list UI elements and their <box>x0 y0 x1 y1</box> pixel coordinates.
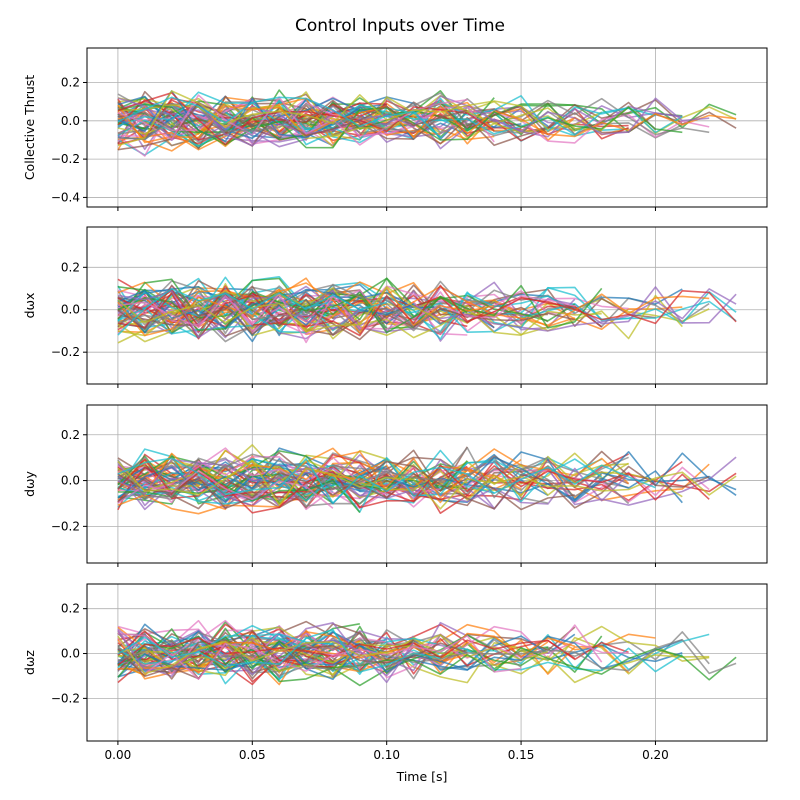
trajectory-line <box>117 92 495 146</box>
trajectory-line <box>117 456 549 509</box>
y-tick-label: −0.2 <box>51 691 80 705</box>
x-tick-label: 0.05 <box>239 748 266 762</box>
trajectory-line <box>117 290 468 334</box>
subplot-4: −0.2 0.0 0.2 0.00 0.05 0.10 0.15 0.20 dωz <box>22 583 768 762</box>
axes-frame <box>86 404 768 564</box>
trajectory-group <box>117 444 737 515</box>
trajectory-line <box>117 459 737 510</box>
trajectory-line <box>117 97 710 137</box>
trajectory-line <box>117 633 333 665</box>
trajectory-line <box>117 294 575 330</box>
y-axis-label: dωz <box>22 650 37 675</box>
trajectory-line <box>117 97 441 152</box>
y-axis-label: Collective Thrust <box>22 75 37 180</box>
axes-frame <box>86 583 768 742</box>
trajectory-line <box>117 90 549 147</box>
y-tick-label: 0.0 <box>61 647 80 661</box>
x-axis-label: Time [s] <box>396 769 448 784</box>
trajectory-line <box>117 457 656 504</box>
trajectory-line <box>117 633 710 685</box>
x-tick-label: 0.10 <box>373 748 400 762</box>
trajectory-line <box>117 635 737 683</box>
trajectory-line <box>117 619 603 675</box>
trajectory-line <box>117 283 415 328</box>
trajectory-line <box>117 460 710 510</box>
trajectory-line <box>117 102 388 143</box>
axes-frame <box>86 226 768 385</box>
subplot-2: −0.2 0.0 0.2 dωx <box>22 226 768 388</box>
y-tick-label: 0.0 <box>61 114 80 128</box>
trajectory-line <box>117 446 549 499</box>
y-tick-label: −0.2 <box>51 152 80 166</box>
trajectory-line <box>117 290 361 339</box>
y-tick-label: −0.2 <box>51 345 80 359</box>
trajectory-line <box>117 278 603 330</box>
x-tick-label: 0.20 <box>642 748 669 762</box>
y-tick-label: −0.2 <box>51 519 80 533</box>
trajectory-line <box>117 461 630 507</box>
trajectory-line <box>117 628 441 673</box>
trajectory-line <box>117 635 387 675</box>
subplots-container: −0.4 −0.2 0.0 0.2 Collective Thrust −0.2 0.0 0.… <box>22 47 768 762</box>
y-axis-label: dωy <box>22 471 37 497</box>
trajectory-line <box>117 292 334 344</box>
trajectory-line <box>117 629 468 680</box>
y-tick-label: −0.4 <box>51 190 80 204</box>
trajectory-line <box>117 101 495 151</box>
trajectory-group <box>117 275 737 344</box>
y-axis-label: dωx <box>22 293 37 319</box>
trajectory-line <box>117 95 710 147</box>
axes-frame <box>86 47 768 208</box>
trajectory-line <box>117 631 415 680</box>
trajectory-line <box>117 284 495 335</box>
trajectory-line <box>117 284 361 337</box>
trajectory-line <box>117 455 683 501</box>
trajectory-line <box>117 634 522 681</box>
trajectory-line <box>117 96 441 139</box>
x-tick-label: 0.15 <box>508 748 535 762</box>
y-tick-label: 0.2 <box>61 428 80 442</box>
trajectory-line <box>117 469 334 509</box>
y-tick-label: 0.2 <box>61 75 80 89</box>
subplot-1: −0.4 −0.2 0.0 0.2 Collective Thrust <box>22 47 768 211</box>
trajectory-line <box>117 285 441 338</box>
y-tick-label: 0.0 <box>61 474 80 488</box>
subplot-3: −0.2 0.0 0.2 dωy <box>22 404 768 567</box>
trajectory-line <box>117 284 737 340</box>
trajectory-line <box>117 288 387 336</box>
y-tick-label: 0.0 <box>61 303 80 317</box>
y-tick-label: 0.2 <box>61 602 80 616</box>
figure-title: Control Inputs over Time <box>295 16 505 36</box>
trajectory-group <box>117 89 737 157</box>
trajectory-line <box>117 285 441 333</box>
trajectory-line <box>117 458 333 495</box>
x-tick-label: 0.00 <box>105 748 132 762</box>
trajectory-line <box>117 638 737 677</box>
trajectory-group <box>117 619 737 687</box>
y-tick-label: 0.2 <box>61 260 80 274</box>
